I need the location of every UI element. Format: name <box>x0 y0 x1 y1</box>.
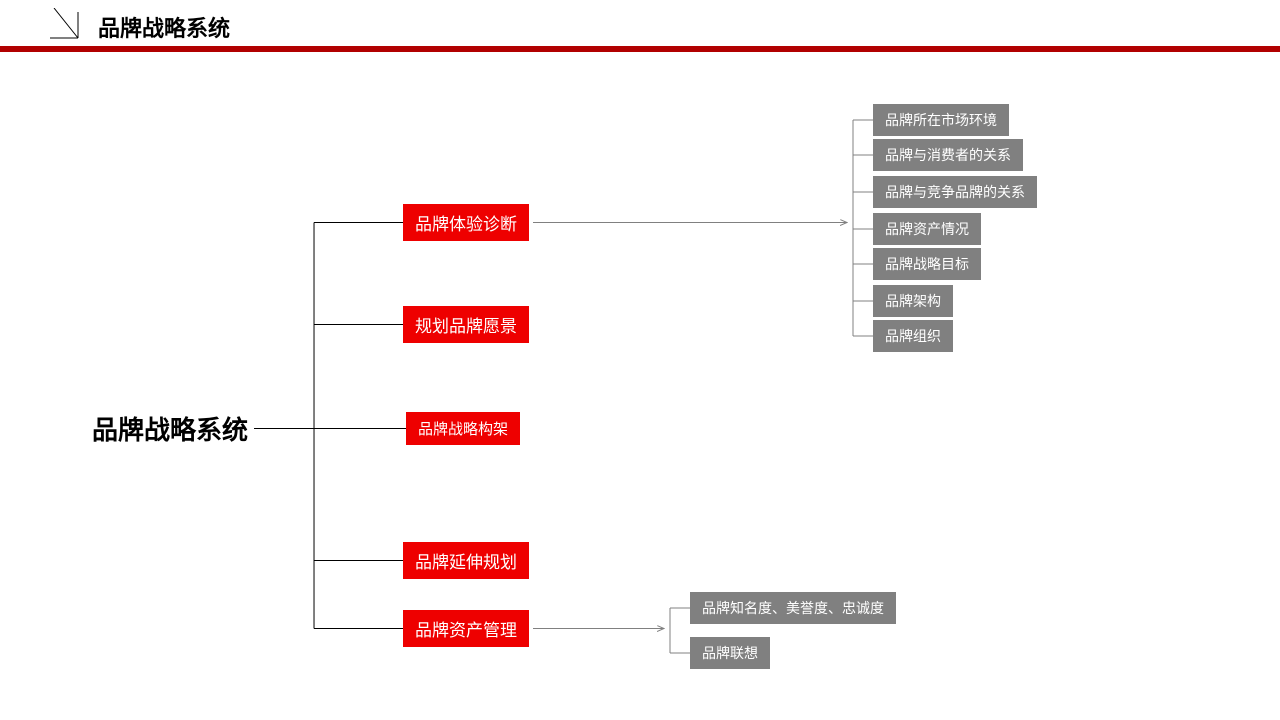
leaf-node: 品牌与消费者的关系 <box>873 139 1023 171</box>
leaf-node: 品牌联想 <box>690 637 770 669</box>
leaf-node: 品牌与竞争品牌的关系 <box>873 176 1037 208</box>
leaf-node: 品牌资产情况 <box>873 213 981 245</box>
diagram-canvas: 品牌战略系统 品牌体验诊断规划品牌愿景品牌战略构架品牌延伸规划品牌资产管理 品牌所… <box>0 52 1280 712</box>
level1-node: 品牌体验诊断 <box>403 204 529 241</box>
level1-node: 品牌资产管理 <box>403 610 529 647</box>
level1-node: 品牌延伸规划 <box>403 542 529 579</box>
leaf-node: 品牌知名度、美誉度、忠诚度 <box>690 592 896 624</box>
level1-node: 品牌战略构架 <box>406 412 520 445</box>
header: 品牌战略系统 <box>0 0 1280 52</box>
level1-node: 规划品牌愿景 <box>403 306 529 343</box>
connectors <box>0 52 1280 712</box>
leaf-node: 品牌架构 <box>873 285 953 317</box>
root-node: 品牌战略系统 <box>92 410 248 447</box>
page-title: 品牌战略系统 <box>50 14 240 45</box>
leaf-node: 品牌所在市场环境 <box>873 104 1009 136</box>
leaf-node: 品牌战略目标 <box>873 248 981 280</box>
leaf-node: 品牌组织 <box>873 320 953 352</box>
